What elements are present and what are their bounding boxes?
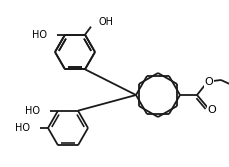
Text: OH: OH <box>98 17 113 27</box>
Text: HO: HO <box>25 106 40 116</box>
Text: O: O <box>208 105 216 115</box>
Text: HO: HO <box>32 30 47 40</box>
Text: O: O <box>205 77 213 87</box>
Text: HO: HO <box>15 123 30 133</box>
